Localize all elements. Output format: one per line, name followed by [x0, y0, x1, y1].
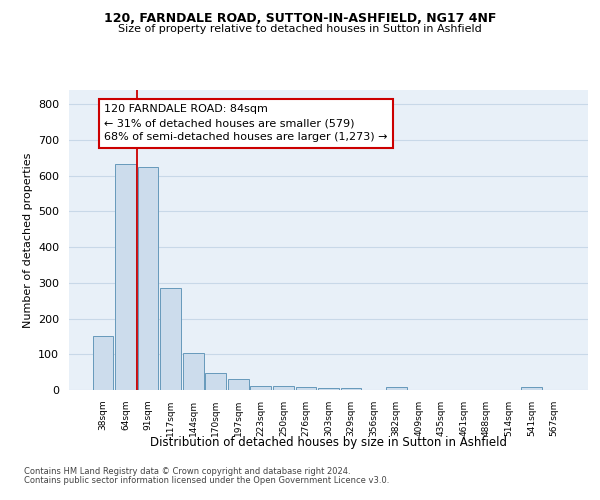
Bar	[521, 387, 542, 390]
Bar	[318, 388, 339, 390]
Text: 120, FARNDALE ROAD, SUTTON-IN-ASHFIELD, NG17 4NF: 120, FARNDALE ROAD, SUTTON-IN-ASHFIELD, …	[104, 12, 496, 26]
Bar	[341, 388, 361, 390]
Bar	[250, 386, 271, 390]
Y-axis label: Number of detached properties: Number of detached properties	[23, 152, 32, 328]
Bar	[115, 164, 136, 390]
Bar	[296, 387, 316, 390]
Text: 120 FARNDALE ROAD: 84sqm
← 31% of detached houses are smaller (579)
68% of semi-: 120 FARNDALE ROAD: 84sqm ← 31% of detach…	[104, 104, 388, 142]
Bar	[183, 353, 203, 390]
Bar	[92, 336, 113, 390]
Bar	[273, 386, 294, 390]
Bar	[386, 387, 407, 390]
Bar	[137, 167, 158, 390]
Text: Contains public sector information licensed under the Open Government Licence v3: Contains public sector information licen…	[24, 476, 389, 485]
Text: Distribution of detached houses by size in Sutton in Ashfield: Distribution of detached houses by size …	[151, 436, 508, 449]
Text: Contains HM Land Registry data © Crown copyright and database right 2024.: Contains HM Land Registry data © Crown c…	[24, 467, 350, 476]
Bar	[228, 380, 248, 390]
Bar	[160, 288, 181, 390]
Text: Size of property relative to detached houses in Sutton in Ashfield: Size of property relative to detached ho…	[118, 24, 482, 34]
Bar	[205, 373, 226, 390]
